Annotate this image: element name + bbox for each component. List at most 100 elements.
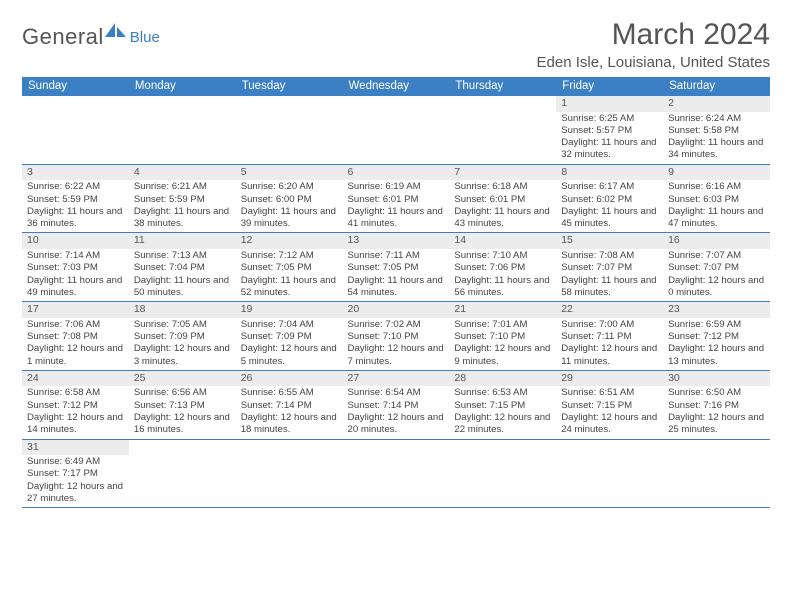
- sunrise-line: Sunrise: 6:53 AM: [454, 387, 551, 399]
- sunset-line: Sunset: 7:08 PM: [27, 331, 124, 343]
- calendar-cell: 27Sunrise: 6:54 AMSunset: 7:14 PMDayligh…: [343, 370, 450, 439]
- day-details: Sunrise: 7:14 AMSunset: 7:03 PMDaylight:…: [22, 249, 129, 301]
- location: Eden Isle, Louisiana, United States: [537, 54, 770, 71]
- calendar-cell: 7Sunrise: 6:18 AMSunset: 6:01 PMDaylight…: [449, 164, 556, 233]
- day-details: Sunrise: 7:06 AMSunset: 7:08 PMDaylight:…: [22, 318, 129, 370]
- calendar-table: SundayMondayTuesdayWednesdayThursdayFrid…: [22, 77, 770, 508]
- daylight-line: Daylight: 11 hours and 43 minutes.: [454, 206, 551, 231]
- calendar-cell: 21Sunrise: 7:01 AMSunset: 7:10 PMDayligh…: [449, 302, 556, 371]
- calendar-cell: 12Sunrise: 7:12 AMSunset: 7:05 PMDayligh…: [236, 233, 343, 302]
- calendar-cell: [556, 439, 663, 508]
- day-details: Sunrise: 7:04 AMSunset: 7:09 PMDaylight:…: [236, 318, 343, 370]
- sunset-line: Sunset: 7:15 PM: [561, 400, 658, 412]
- calendar-cell: 29Sunrise: 6:51 AMSunset: 7:15 PMDayligh…: [556, 370, 663, 439]
- day-number: 5: [236, 165, 343, 181]
- sunrise-line: Sunrise: 7:10 AM: [454, 250, 551, 262]
- sunrise-line: Sunrise: 7:13 AM: [134, 250, 231, 262]
- daylight-line: Daylight: 11 hours and 54 minutes.: [348, 275, 445, 300]
- day-details: Sunrise: 6:24 AMSunset: 5:58 PMDaylight:…: [663, 112, 770, 164]
- calendar-cell: [449, 439, 556, 508]
- sunrise-line: Sunrise: 7:11 AM: [348, 250, 445, 262]
- day-details: Sunrise: 7:07 AMSunset: 7:07 PMDaylight:…: [663, 249, 770, 301]
- daylight-line: Daylight: 12 hours and 16 minutes.: [134, 412, 231, 437]
- day-number: 29: [556, 371, 663, 387]
- day-number: 7: [449, 165, 556, 181]
- day-number: 31: [22, 440, 129, 456]
- day-number: 14: [449, 233, 556, 249]
- calendar-cell: [343, 96, 450, 165]
- day-number: 26: [236, 371, 343, 387]
- calendar-cell: 6Sunrise: 6:19 AMSunset: 6:01 PMDaylight…: [343, 164, 450, 233]
- sunrise-line: Sunrise: 7:02 AM: [348, 319, 445, 331]
- calendar-cell: [22, 96, 129, 165]
- calendar-week-row: 10Sunrise: 7:14 AMSunset: 7:03 PMDayligh…: [22, 233, 770, 302]
- day-details: Sunrise: 6:16 AMSunset: 6:03 PMDaylight:…: [663, 180, 770, 232]
- sunset-line: Sunset: 7:10 PM: [348, 331, 445, 343]
- daylight-line: Daylight: 12 hours and 0 minutes.: [668, 275, 765, 300]
- sunset-line: Sunset: 7:07 PM: [668, 262, 765, 274]
- daylight-line: Daylight: 12 hours and 22 minutes.: [454, 412, 551, 437]
- calendar-cell: 28Sunrise: 6:53 AMSunset: 7:15 PMDayligh…: [449, 370, 556, 439]
- day-number: 10: [22, 233, 129, 249]
- day-number: 9: [663, 165, 770, 181]
- day-details: Sunrise: 6:18 AMSunset: 6:01 PMDaylight:…: [449, 180, 556, 232]
- day-header: Tuesday: [236, 77, 343, 96]
- sunrise-line: Sunrise: 6:19 AM: [348, 181, 445, 193]
- day-number: 11: [129, 233, 236, 249]
- day-number: 16: [663, 233, 770, 249]
- calendar-cell: 30Sunrise: 6:50 AMSunset: 7:16 PMDayligh…: [663, 370, 770, 439]
- day-number: 1: [556, 96, 663, 112]
- day-details: Sunrise: 6:59 AMSunset: 7:12 PMDaylight:…: [663, 318, 770, 370]
- sunset-line: Sunset: 7:07 PM: [561, 262, 658, 274]
- daylight-line: Daylight: 11 hours and 47 minutes.: [668, 206, 765, 231]
- calendar-cell: 1Sunrise: 6:25 AMSunset: 5:57 PMDaylight…: [556, 96, 663, 165]
- day-details: Sunrise: 7:11 AMSunset: 7:05 PMDaylight:…: [343, 249, 450, 301]
- sunset-line: Sunset: 7:15 PM: [454, 400, 551, 412]
- calendar-cell: 8Sunrise: 6:17 AMSunset: 6:02 PMDaylight…: [556, 164, 663, 233]
- sunrise-line: Sunrise: 6:22 AM: [27, 181, 124, 193]
- daylight-line: Daylight: 11 hours and 58 minutes.: [561, 275, 658, 300]
- calendar-cell: 17Sunrise: 7:06 AMSunset: 7:08 PMDayligh…: [22, 302, 129, 371]
- day-details: Sunrise: 6:25 AMSunset: 5:57 PMDaylight:…: [556, 112, 663, 164]
- sunrise-line: Sunrise: 6:56 AM: [134, 387, 231, 399]
- sunrise-line: Sunrise: 7:05 AM: [134, 319, 231, 331]
- day-details: Sunrise: 6:21 AMSunset: 5:59 PMDaylight:…: [129, 180, 236, 232]
- sunrise-line: Sunrise: 7:04 AM: [241, 319, 338, 331]
- day-header: Saturday: [663, 77, 770, 96]
- day-number: 28: [449, 371, 556, 387]
- month-title: March 2024: [537, 18, 770, 52]
- calendar-body: 1Sunrise: 6:25 AMSunset: 5:57 PMDaylight…: [22, 96, 770, 508]
- daylight-line: Daylight: 12 hours and 9 minutes.: [454, 343, 551, 368]
- calendar-cell: 4Sunrise: 6:21 AMSunset: 5:59 PMDaylight…: [129, 164, 236, 233]
- calendar-cell: 16Sunrise: 7:07 AMSunset: 7:07 PMDayligh…: [663, 233, 770, 302]
- daylight-line: Daylight: 11 hours and 50 minutes.: [134, 275, 231, 300]
- calendar-cell: [129, 439, 236, 508]
- day-number: 13: [343, 233, 450, 249]
- day-details: Sunrise: 6:54 AMSunset: 7:14 PMDaylight:…: [343, 386, 450, 438]
- sunrise-line: Sunrise: 6:25 AM: [561, 113, 658, 125]
- daylight-line: Daylight: 12 hours and 20 minutes.: [348, 412, 445, 437]
- calendar-cell: [449, 96, 556, 165]
- daylight-line: Daylight: 11 hours and 45 minutes.: [561, 206, 658, 231]
- sunrise-line: Sunrise: 6:24 AM: [668, 113, 765, 125]
- day-details: Sunrise: 6:58 AMSunset: 7:12 PMDaylight:…: [22, 386, 129, 438]
- sunset-line: Sunset: 7:12 PM: [668, 331, 765, 343]
- calendar-cell: 15Sunrise: 7:08 AMSunset: 7:07 PMDayligh…: [556, 233, 663, 302]
- day-number: 23: [663, 302, 770, 318]
- sunset-line: Sunset: 7:13 PM: [134, 400, 231, 412]
- title-block: March 2024 Eden Isle, Louisiana, United …: [537, 18, 770, 71]
- day-header: Friday: [556, 77, 663, 96]
- sunrise-line: Sunrise: 7:08 AM: [561, 250, 658, 262]
- calendar-cell: 25Sunrise: 6:56 AMSunset: 7:13 PMDayligh…: [129, 370, 236, 439]
- day-number: 21: [449, 302, 556, 318]
- sunset-line: Sunset: 7:05 PM: [348, 262, 445, 274]
- sunset-line: Sunset: 7:11 PM: [561, 331, 658, 343]
- calendar-cell: 22Sunrise: 7:00 AMSunset: 7:11 PMDayligh…: [556, 302, 663, 371]
- sunset-line: Sunset: 5:57 PM: [561, 125, 658, 137]
- day-header: Wednesday: [343, 77, 450, 96]
- day-number: 20: [343, 302, 450, 318]
- day-number: 27: [343, 371, 450, 387]
- day-details: Sunrise: 6:51 AMSunset: 7:15 PMDaylight:…: [556, 386, 663, 438]
- day-number: 19: [236, 302, 343, 318]
- sunrise-line: Sunrise: 6:51 AM: [561, 387, 658, 399]
